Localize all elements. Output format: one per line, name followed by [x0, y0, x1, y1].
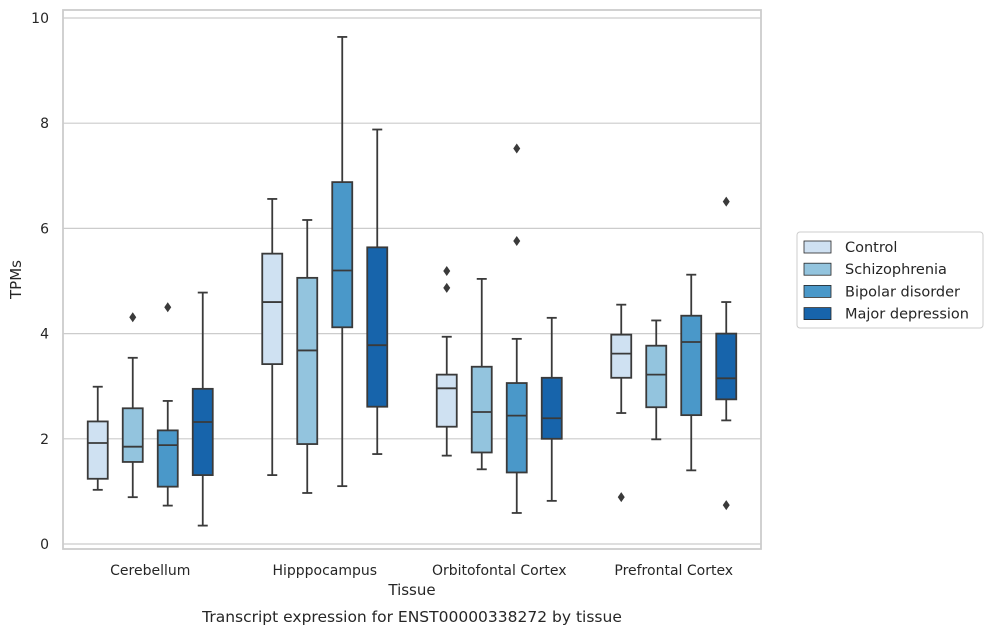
box-iqr [156, 429, 179, 488]
box-major-depression [366, 128, 389, 455]
box-schizophrenia [296, 219, 319, 494]
box-iqr [331, 181, 354, 329]
box-control [610, 303, 633, 503]
y-axis-label: TPMs [7, 260, 25, 300]
legend: Control Schizophrenia Bipolar disorder Majo… [796, 231, 984, 329]
box-iqr [505, 382, 528, 474]
box-bipolar-disorder [680, 273, 703, 472]
x-tick-label: Orbitofontal Cortex [432, 563, 567, 579]
box-iqr [540, 376, 563, 440]
legend-frame [796, 231, 984, 329]
box-bipolar-disorder [156, 302, 179, 507]
x-tick-label: Prefrontal Cortex [614, 563, 733, 579]
y-tick-label: 2 [40, 432, 49, 448]
y-tick-label: 8 [40, 116, 49, 132]
box-iqr [610, 333, 633, 379]
box-plots [86, 36, 738, 527]
legend-label: Schizophrenia [845, 262, 947, 278]
y-tick-label: 0 [40, 537, 49, 553]
outlier-point [129, 312, 137, 323]
outlier-point [722, 500, 730, 511]
y-tick-label: 4 [40, 327, 49, 343]
legend-swatch [803, 240, 832, 254]
outlier-point [443, 266, 451, 277]
box-iqr [261, 252, 284, 366]
x-axis-ticks: Cerebellum Hipppocampus Orbitofontal Corte… [110, 563, 733, 579]
outlier-point [513, 143, 521, 154]
box-major-depression [540, 316, 563, 502]
box-schizophrenia [121, 312, 144, 499]
box-iqr [366, 246, 389, 408]
box-iqr [645, 344, 668, 409]
x-axis-label: Tissue [387, 581, 435, 599]
figure-caption: Transcript expression for ENST0000033827… [201, 608, 622, 626]
y-tick-label: 10 [31, 11, 49, 27]
legend-swatch [803, 262, 832, 276]
box-iqr [191, 387, 214, 476]
box-bipolar-disorder [331, 36, 354, 488]
box-iqr [296, 276, 319, 445]
box-iqr [86, 420, 109, 480]
legend-swatch [803, 284, 832, 298]
box-schizophrenia [470, 277, 493, 471]
box-iqr [715, 332, 738, 401]
box-major-depression [715, 196, 738, 511]
box-iqr [470, 365, 493, 454]
box-iqr [121, 407, 144, 463]
plot-area-frame [62, 9, 762, 550]
y-axis-ticks: 0 2 4 6 8 10 [31, 11, 49, 553]
box-iqr [680, 314, 703, 417]
box-bipolar-disorder [505, 143, 528, 514]
box-control [86, 385, 109, 491]
legend-label: Control [845, 240, 897, 256]
legend-label: Bipolar disorder [845, 284, 960, 300]
outlier-point [617, 492, 625, 503]
outlier-point [164, 302, 172, 313]
box-iqr [435, 373, 458, 428]
box-schizophrenia [645, 319, 668, 441]
gridlines [63, 17, 761, 545]
x-tick-label: Hipppocampus [272, 563, 377, 579]
box-control [261, 198, 284, 476]
y-tick-label: 6 [40, 221, 49, 237]
x-tick-label: Cerebellum [110, 563, 190, 579]
box-control [435, 266, 458, 457]
box-major-depression [191, 291, 214, 527]
outlier-point [513, 236, 521, 247]
legend-swatch [803, 307, 832, 321]
outlier-point [443, 282, 451, 293]
outlier-point [722, 196, 730, 207]
legend-label: Major depression [845, 307, 969, 323]
